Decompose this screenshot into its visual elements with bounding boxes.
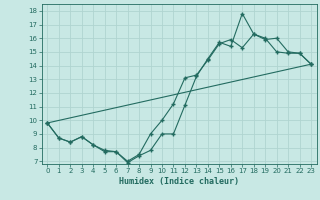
X-axis label: Humidex (Indice chaleur): Humidex (Indice chaleur) — [119, 177, 239, 186]
